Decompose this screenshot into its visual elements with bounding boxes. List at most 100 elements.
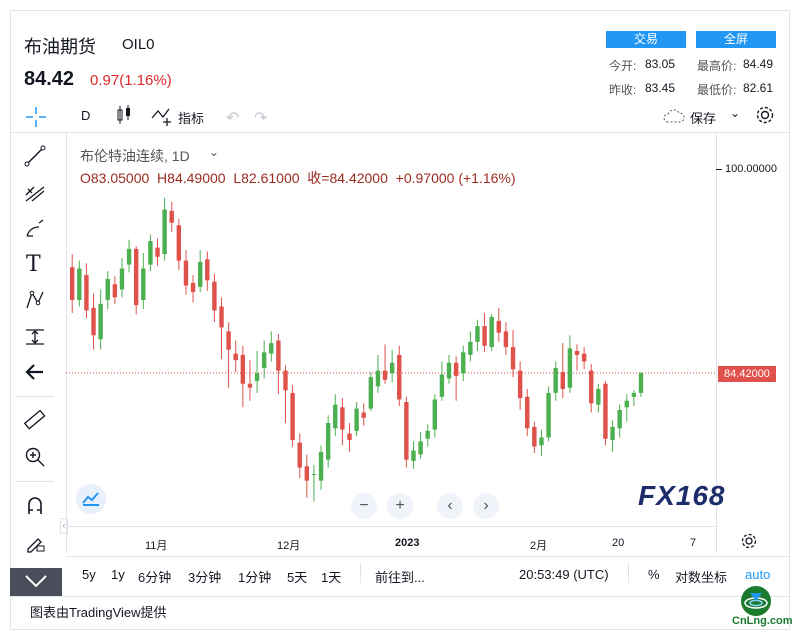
ohlc-readout: O83.05000 H84.49000 L82.61000 收=84.42000… bbox=[80, 170, 516, 186]
save-dropdown-chevron-icon[interactable]: ⌄ bbox=[730, 106, 741, 120]
fib-tool-icon[interactable] bbox=[24, 181, 46, 208]
candle-body bbox=[375, 370, 381, 387]
candle-body bbox=[638, 373, 644, 393]
candle-body bbox=[318, 451, 324, 481]
candlestick-chart[interactable] bbox=[66, 133, 716, 553]
candle-body bbox=[617, 409, 622, 429]
candle-body bbox=[119, 268, 125, 290]
axis-settings-gear-icon[interactable] bbox=[740, 532, 758, 555]
range-1min[interactable]: 1分钟 bbox=[238, 570, 272, 585]
open-label: 今开: bbox=[609, 59, 637, 73]
candles-icon[interactable] bbox=[112, 104, 136, 131]
candle-body bbox=[610, 426, 615, 441]
log-scale-toggle[interactable]: 对数坐标 bbox=[675, 570, 728, 585]
candle bbox=[553, 361, 558, 401]
settings-gear-icon[interactable] bbox=[754, 104, 776, 131]
collapse-toolbar-button[interactable] bbox=[10, 568, 62, 596]
ruler-icon[interactable] bbox=[23, 409, 46, 436]
candle-body bbox=[546, 392, 551, 438]
series-dropdown-chevron-icon[interactable]: ⌄ bbox=[209, 145, 220, 159]
magnet-icon[interactable] bbox=[24, 494, 46, 521]
pattern-tool-icon[interactable] bbox=[24, 289, 46, 316]
candle-body bbox=[461, 352, 466, 374]
high-label: 最高价: bbox=[697, 59, 737, 73]
range-1d[interactable]: 1天 bbox=[321, 570, 342, 585]
lock-drawings-icon[interactable] bbox=[24, 531, 46, 558]
zoom-out-button[interactable]: − bbox=[351, 493, 377, 519]
cnlng-logo-text: CnLng.com bbox=[732, 615, 793, 627]
open-value: 83.05 bbox=[645, 57, 676, 71]
candle-body bbox=[219, 306, 224, 328]
goto-date-button[interactable]: 前往到... bbox=[375, 570, 425, 585]
zoom-in-icon[interactable] bbox=[24, 446, 46, 473]
trade-button[interactable]: 交易 bbox=[606, 31, 686, 48]
scroll-left-button[interactable]: ‹ bbox=[437, 493, 463, 519]
candle bbox=[589, 364, 594, 413]
candle bbox=[624, 394, 629, 422]
candle-body bbox=[397, 354, 402, 400]
measure-range-icon[interactable] bbox=[24, 326, 46, 353]
left-toolbar-divider bbox=[66, 133, 67, 553]
candle bbox=[468, 331, 473, 362]
candle bbox=[596, 383, 601, 413]
candle bbox=[368, 371, 374, 412]
candle-body bbox=[482, 326, 487, 346]
range-5d[interactable]: 5天 bbox=[287, 570, 308, 585]
candle-body bbox=[439, 374, 445, 397]
candle bbox=[261, 340, 267, 379]
text-tool-icon[interactable]: T bbox=[26, 252, 41, 277]
interval-selector[interactable]: D bbox=[81, 108, 91, 123]
candle bbox=[190, 275, 196, 303]
candle bbox=[389, 349, 395, 383]
candle-body bbox=[603, 383, 608, 439]
candle bbox=[482, 313, 487, 353]
candle-body bbox=[254, 373, 260, 382]
range-6min[interactable]: 6分钟 bbox=[138, 570, 172, 585]
range-1y[interactable]: 1y bbox=[111, 567, 125, 582]
fullscreen-button[interactable]: 全屏 bbox=[696, 31, 776, 48]
candle bbox=[155, 238, 160, 266]
candle bbox=[581, 347, 587, 370]
zoom-in-button[interactable]: + bbox=[387, 493, 413, 519]
redo-icon[interactable]: ↷ bbox=[254, 110, 268, 127]
candle-body bbox=[247, 383, 253, 388]
candle-body bbox=[205, 259, 210, 281]
indicators-button[interactable]: 指标 bbox=[178, 111, 205, 126]
brush-icon[interactable] bbox=[24, 217, 46, 244]
crosshair-icon[interactable] bbox=[24, 106, 48, 133]
percent-scale-toggle[interactable]: % bbox=[648, 567, 660, 582]
trend-line-icon[interactable] bbox=[24, 145, 46, 172]
candle-body bbox=[98, 303, 103, 340]
utc-clock[interactable]: 20:53:49 (UTC) bbox=[519, 567, 609, 582]
back-arrow-icon[interactable] bbox=[24, 361, 46, 388]
range-5y[interactable]: 5y bbox=[82, 567, 96, 582]
indicators-icon[interactable] bbox=[150, 104, 174, 131]
candle-body bbox=[553, 368, 558, 393]
tradingview-credit[interactable]: 图表由TradingView提供 bbox=[30, 605, 167, 620]
undo-icon[interactable]: ↶ bbox=[226, 110, 240, 127]
save-button[interactable]: 保存 bbox=[690, 111, 717, 126]
low-value: 82.61 bbox=[743, 81, 774, 95]
candle-body bbox=[333, 404, 338, 429]
tool-group-divider bbox=[16, 481, 54, 482]
candle-body bbox=[197, 261, 203, 287]
time-label-feb: 2月 bbox=[530, 540, 548, 552]
candle-body bbox=[84, 275, 89, 311]
candle-body bbox=[411, 450, 416, 461]
series-title[interactable]: 布伦特油连续, 1D bbox=[80, 148, 190, 164]
candle-body bbox=[382, 370, 388, 380]
candle-body bbox=[517, 370, 523, 399]
tradingview-logo-icon[interactable] bbox=[76, 484, 106, 514]
candle-body bbox=[581, 353, 587, 362]
prev-close-label: 昨收: bbox=[609, 83, 637, 97]
candle-body bbox=[574, 351, 580, 355]
bottom-divider bbox=[360, 563, 361, 583]
scroll-right-button[interactable]: › bbox=[473, 493, 499, 519]
auto-scale-toggle[interactable]: auto bbox=[745, 567, 771, 582]
candle bbox=[418, 432, 423, 459]
candle bbox=[453, 356, 459, 401]
candle bbox=[439, 361, 445, 401]
range-3min[interactable]: 3分钟 bbox=[188, 570, 222, 585]
price-tick bbox=[716, 169, 722, 170]
candle-body bbox=[525, 396, 530, 429]
